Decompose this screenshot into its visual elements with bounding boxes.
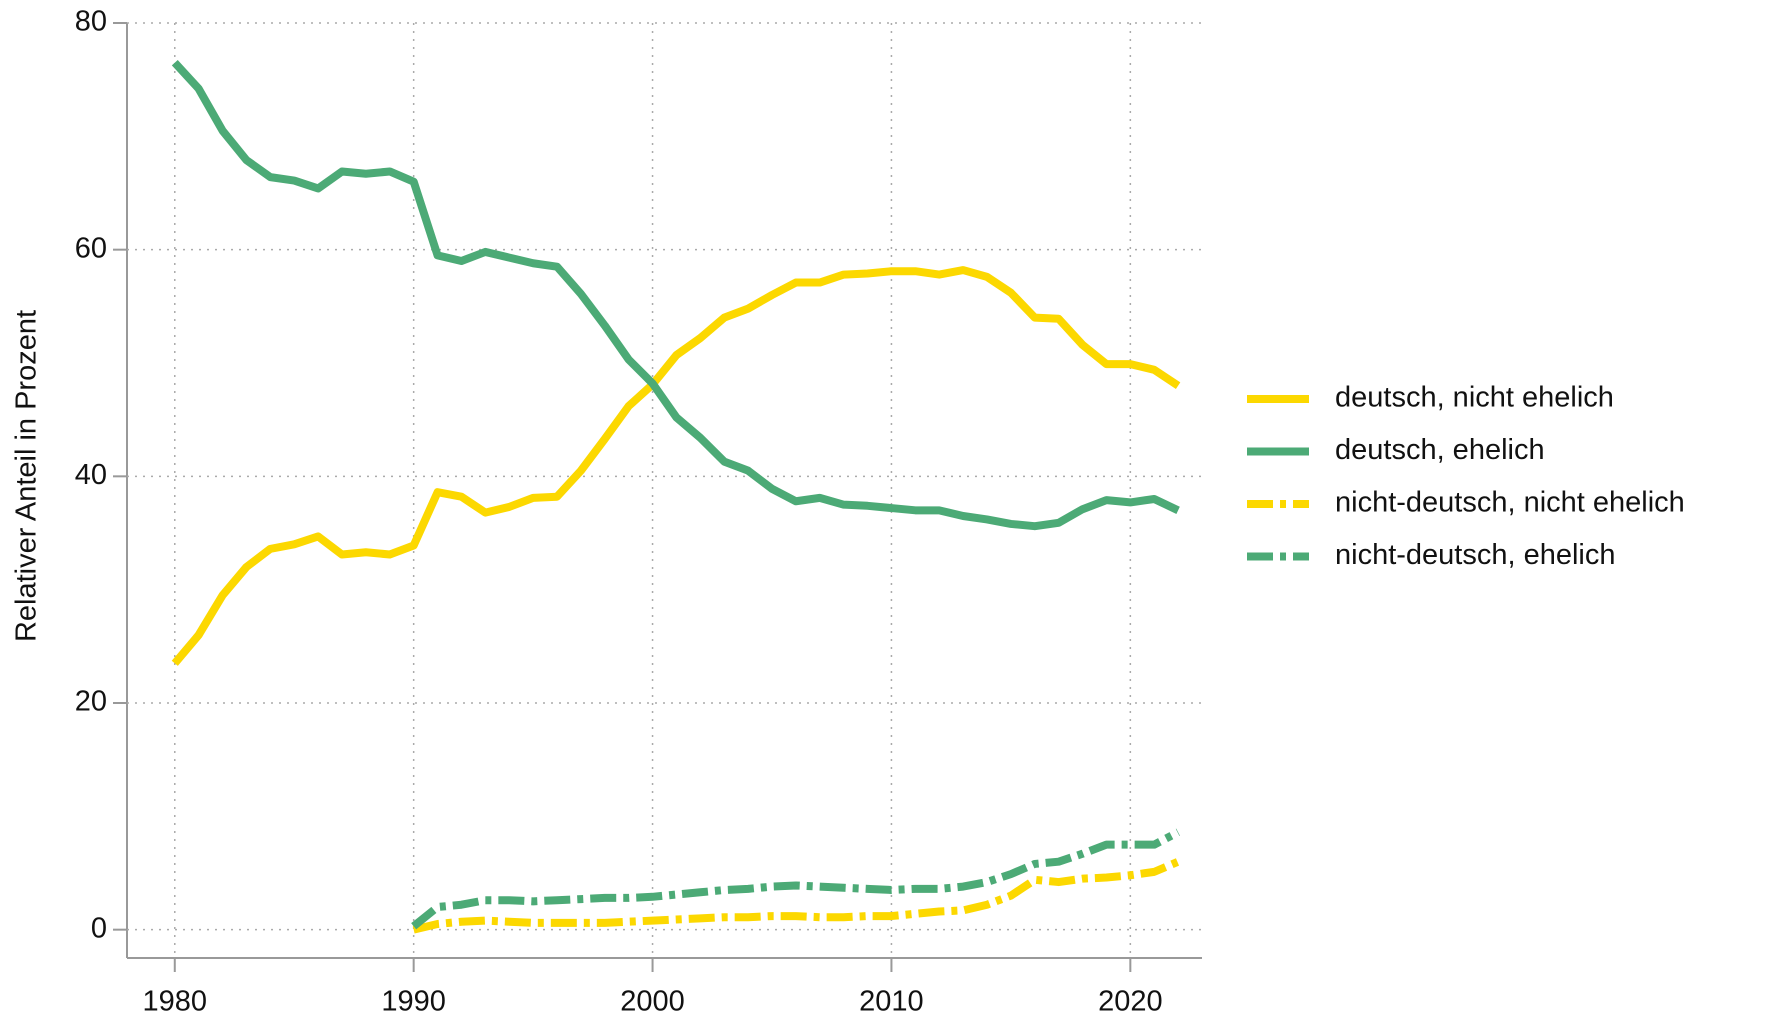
y-tick-label: 60 (75, 232, 107, 264)
legend-label: nicht-deutsch, nicht ehelich (1335, 487, 1685, 519)
x-tick-label: 1980 (143, 986, 208, 1012)
legend-label: deutsch, ehelich (1335, 434, 1545, 466)
y-tick-label: 20 (75, 686, 107, 718)
series-line (171, 266, 1181, 666)
y-tick-label: 80 (75, 6, 107, 38)
y-tick-label: 40 (75, 459, 107, 491)
y-tick-label: 0 (91, 912, 107, 944)
y-axis-title: Relativer Anteil in Prozent (11, 310, 43, 642)
legend-label: nicht-deutsch, ehelich (1335, 539, 1616, 571)
x-tick-label: 2020 (1098, 986, 1163, 1012)
series-line (171, 59, 1180, 531)
x-tick-label: 2010 (859, 986, 924, 1012)
series-line (412, 857, 1180, 934)
x-tick-label: 2000 (620, 986, 685, 1012)
series-line (411, 828, 1180, 930)
legend-label: deutsch, nicht ehelich (1335, 382, 1614, 414)
x-tick-label: 1990 (381, 986, 446, 1012)
